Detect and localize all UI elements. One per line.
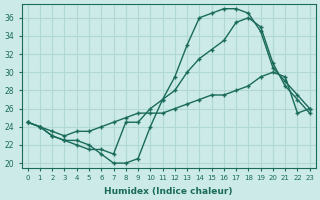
X-axis label: Humidex (Indice chaleur): Humidex (Indice chaleur) bbox=[104, 187, 233, 196]
